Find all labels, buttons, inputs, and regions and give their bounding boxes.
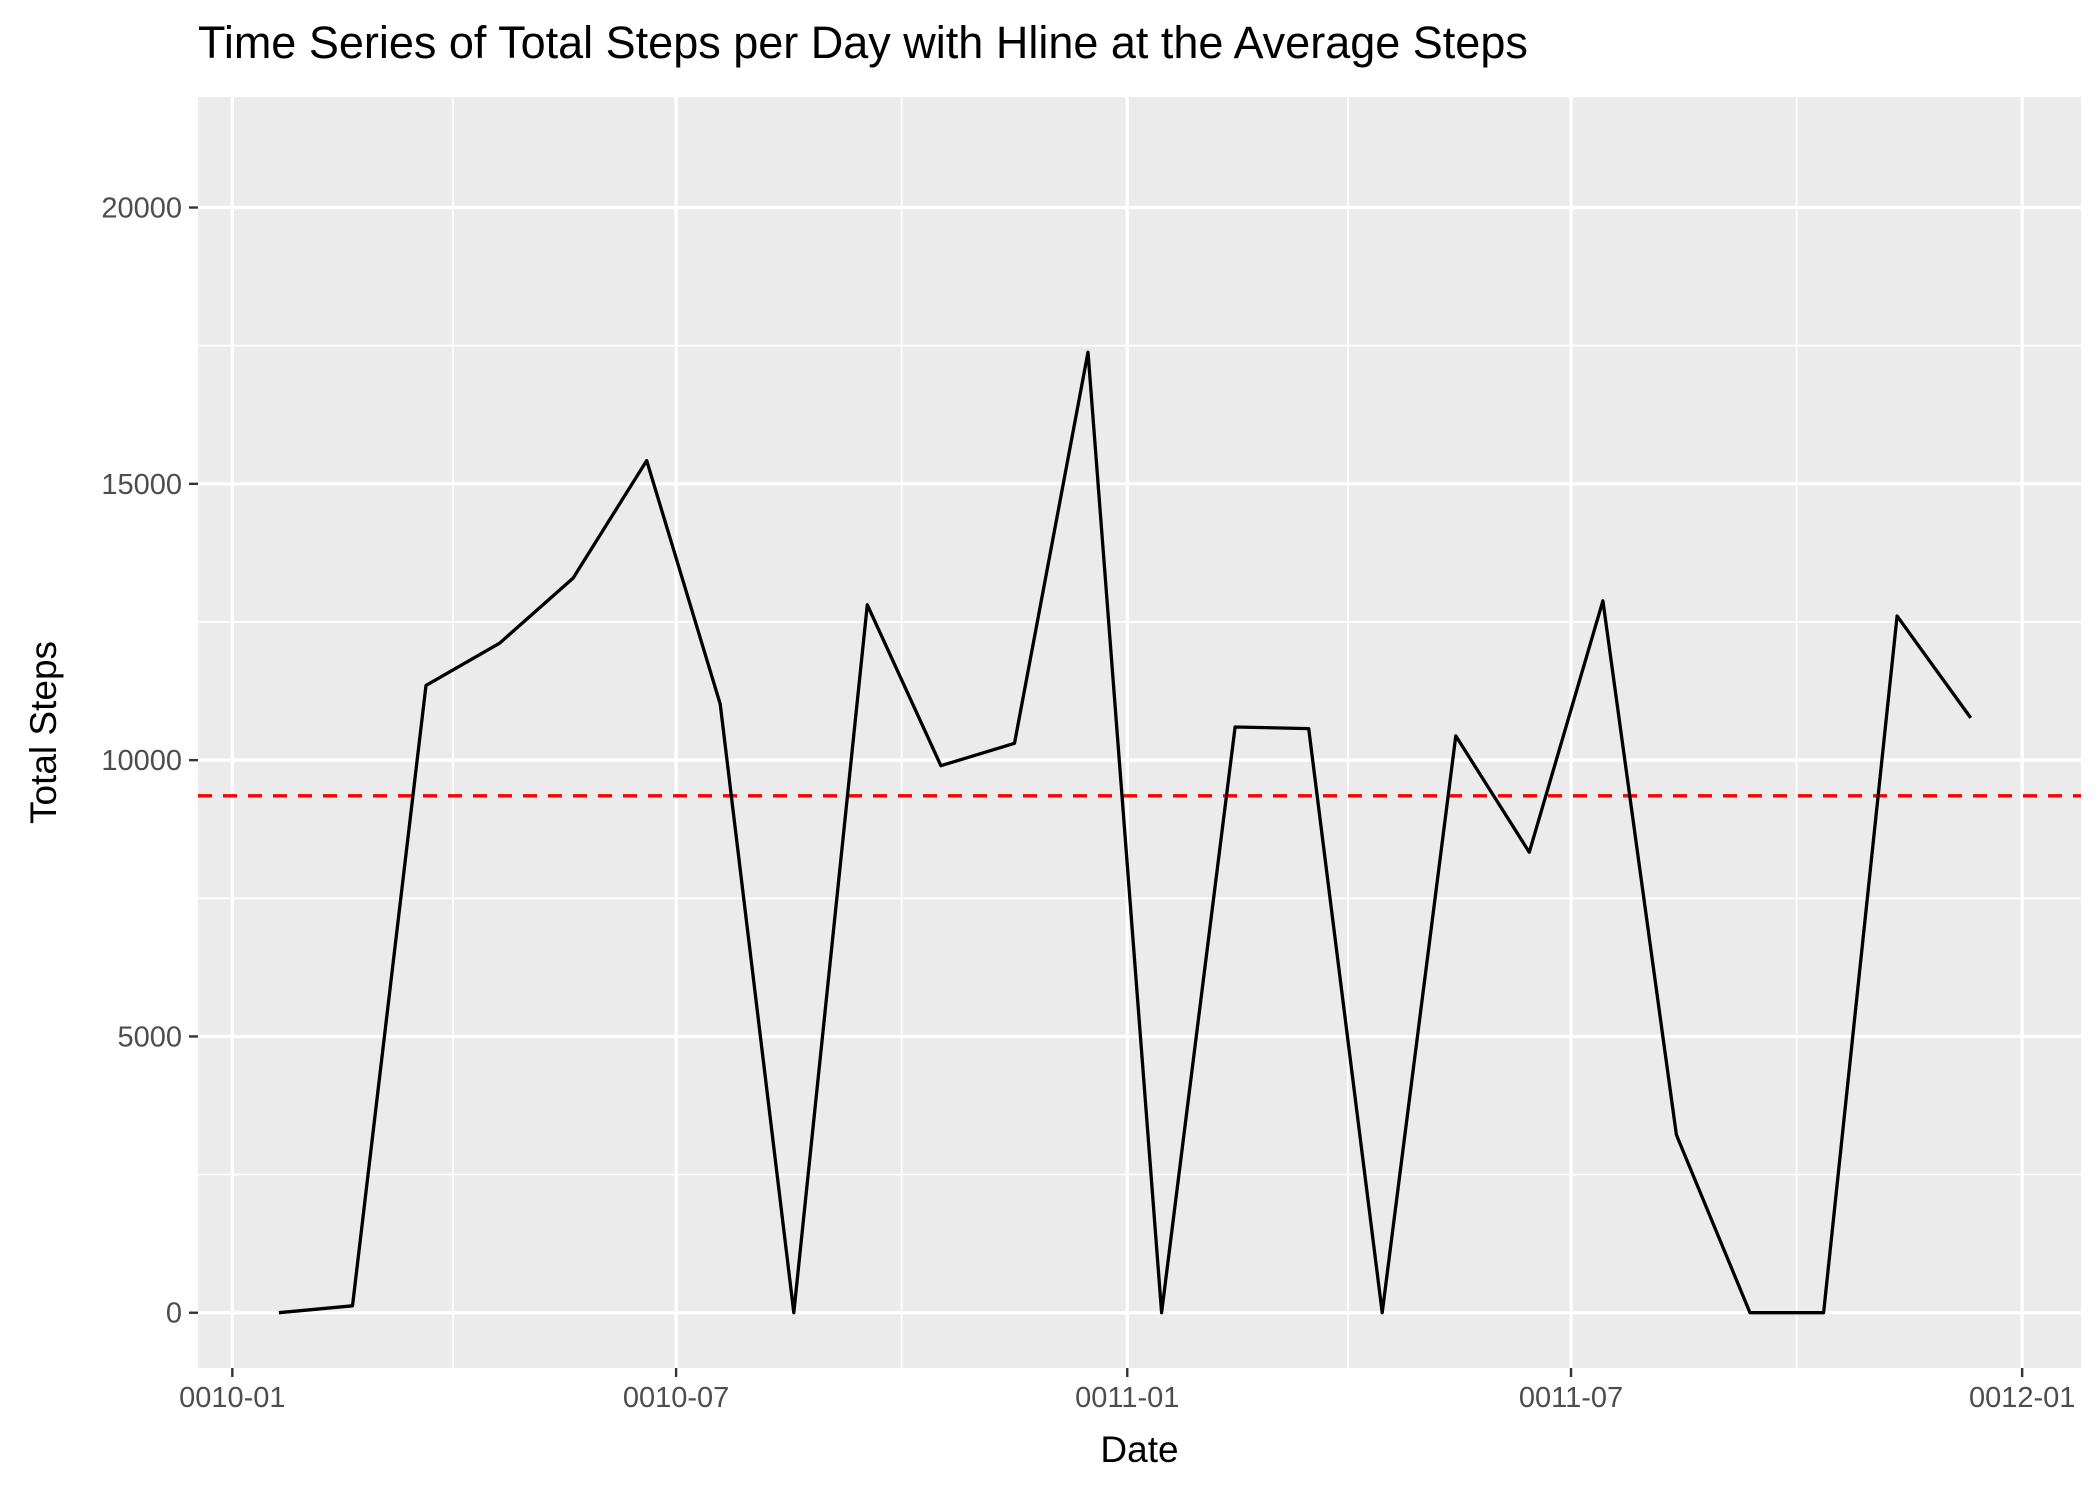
x-tick-label: 0010-07 — [623, 1382, 729, 1414]
y-tick-label: 0 — [166, 1298, 182, 1330]
x-tick-label: 0012-01 — [1969, 1382, 2075, 1414]
x-axis: 0010-01 0010-07 0011-01 0011-07 0012-01 — [179, 1368, 2075, 1414]
y-tick-label: 15000 — [101, 469, 182, 501]
series-line — [278, 350, 1973, 1315]
y-tick-label: 20000 — [101, 193, 182, 225]
x-axis-title: Date — [1100, 1429, 1178, 1470]
y-tick-label: 10000 — [101, 745, 182, 777]
x-tick-label: 0011-01 — [1075, 1382, 1179, 1414]
x-tick-label: 0011-07 — [1519, 1382, 1623, 1414]
major-gridlines — [198, 97, 2081, 1368]
y-axis: 0 5000 10000 15000 20000 — [101, 193, 198, 1330]
plot-panel — [198, 97, 2081, 1368]
y-axis-title: Total Steps — [23, 641, 64, 824]
minor-gridlines — [198, 97, 2081, 1368]
series-layer — [278, 350, 1973, 1315]
y-tick-label: 5000 — [117, 1021, 182, 1053]
x-tick-label: 0010-01 — [179, 1382, 285, 1414]
chart-title: Time Series of Total Steps per Day with … — [198, 17, 1528, 68]
